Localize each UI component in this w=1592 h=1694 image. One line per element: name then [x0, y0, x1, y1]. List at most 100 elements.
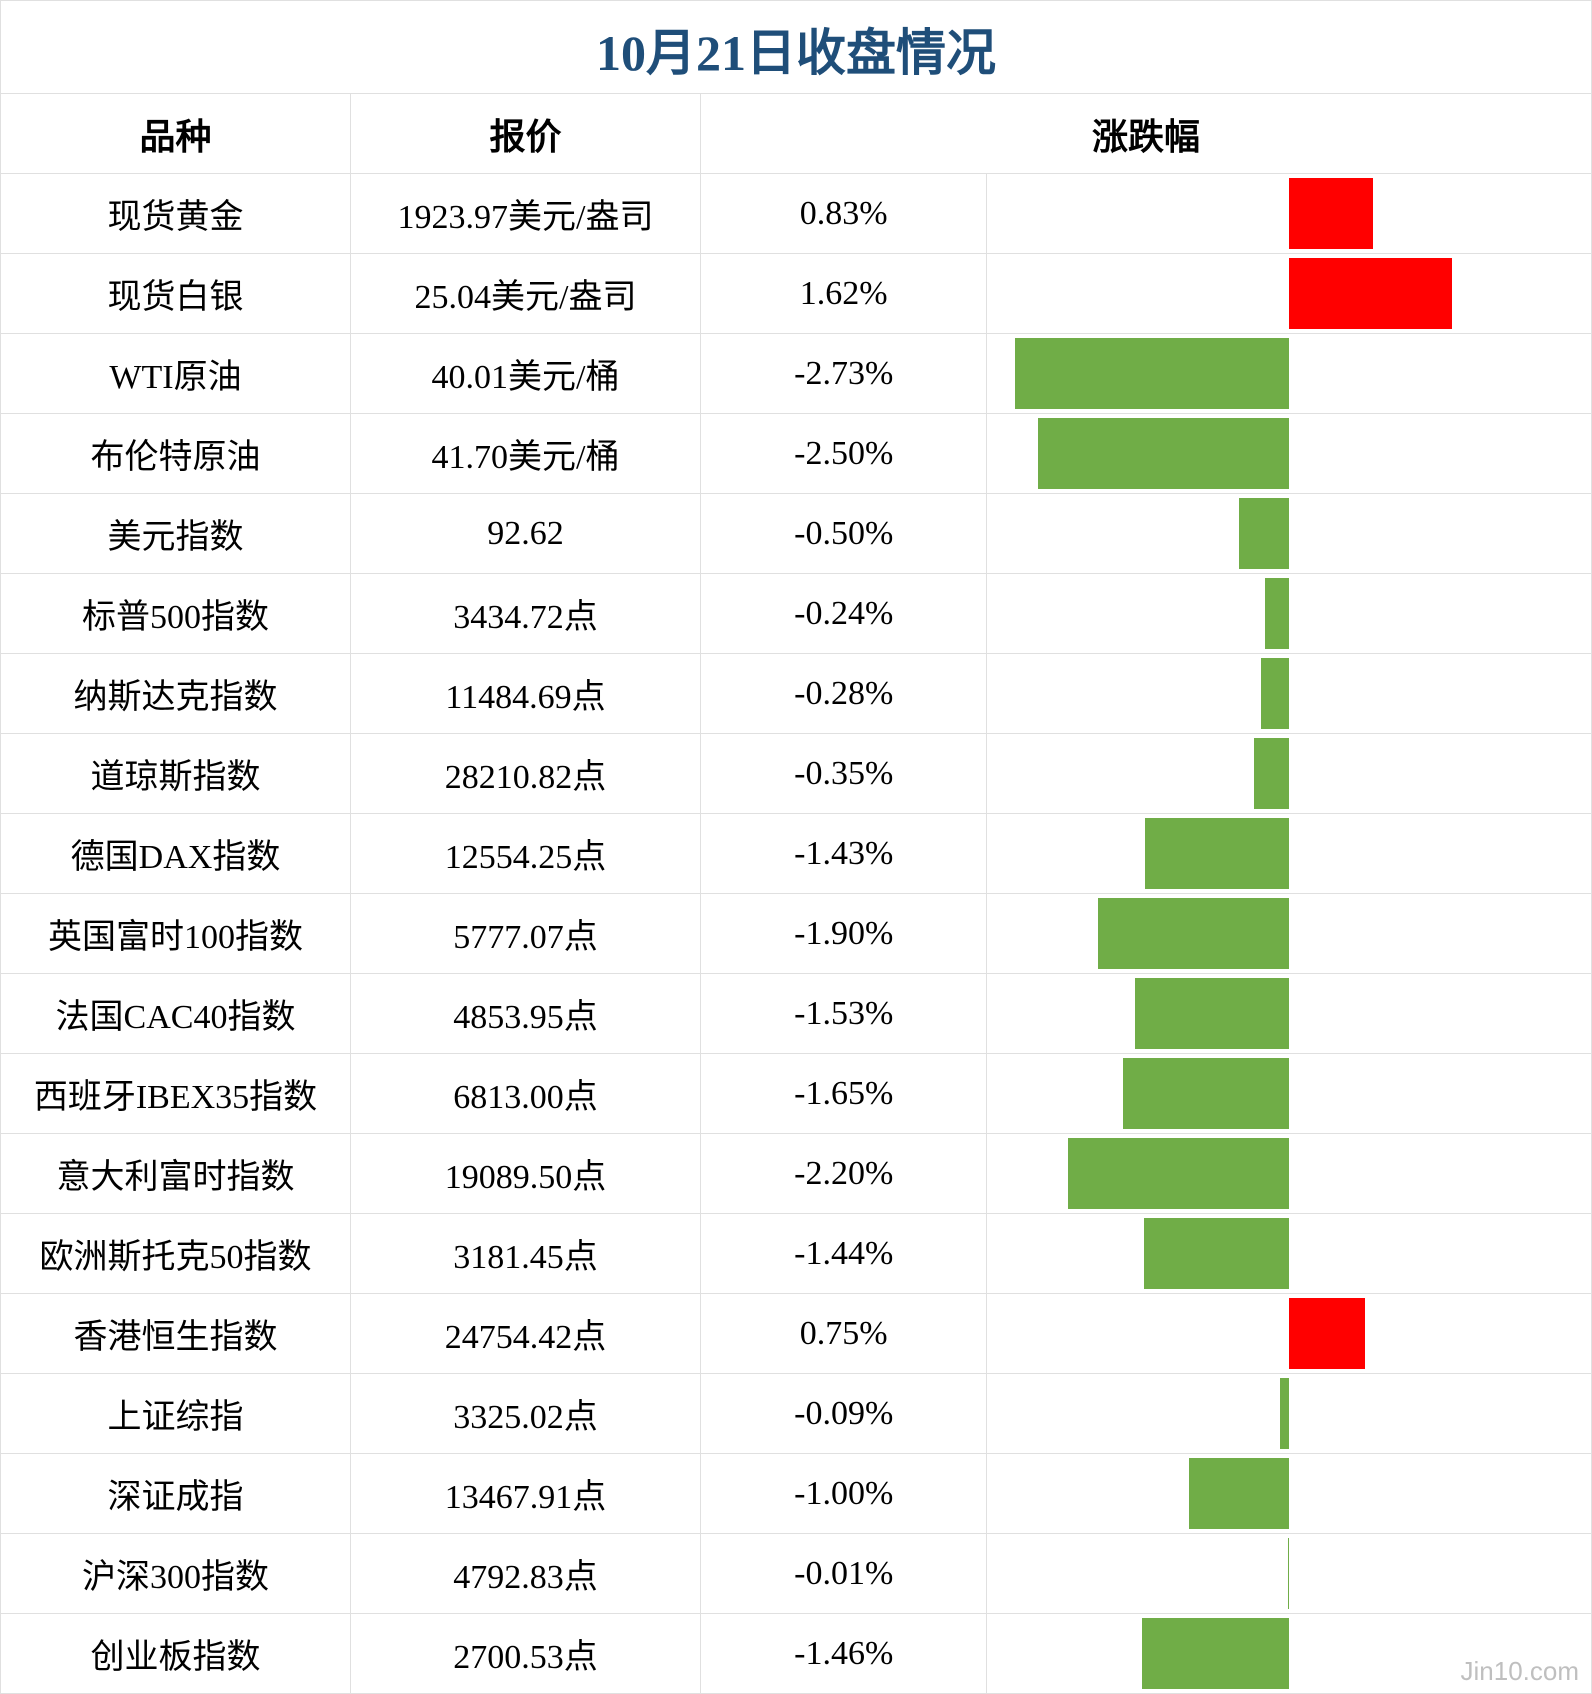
cell-price: 3325.02点 — [351, 1374, 701, 1454]
cell-name: 西班牙IBEX35指数 — [1, 1054, 351, 1134]
cell-price: 3434.72点 — [351, 574, 701, 654]
cell-bar — [987, 174, 1592, 254]
col-header-change: 涨跌幅 — [701, 94, 1592, 174]
table-row: 现货白银25.04美元/盎司1.62% — [1, 254, 1592, 334]
cell-pct: -1.43% — [701, 814, 987, 894]
cell-pct: -2.20% — [701, 1134, 987, 1214]
cell-bar — [987, 1294, 1592, 1374]
cell-price: 1923.97美元/盎司 — [351, 174, 701, 254]
table-row: 深证成指13467.91点-1.00% — [1, 1454, 1592, 1534]
change-bar — [1038, 418, 1289, 489]
table-row: 香港恒生指数24754.42点0.75% — [1, 1294, 1592, 1374]
cell-name: 标普500指数 — [1, 574, 351, 654]
change-bar — [1068, 1138, 1289, 1209]
change-bar — [1265, 578, 1289, 649]
col-header-price: 报价 — [351, 94, 701, 174]
cell-pct: -2.73% — [701, 334, 987, 414]
cell-price: 24754.42点 — [351, 1294, 701, 1374]
cell-name: 意大利富时指数 — [1, 1134, 351, 1214]
table-title: 10月21日收盘情况 — [0, 0, 1592, 93]
table-row: 美元指数92.62-0.50% — [1, 494, 1592, 574]
table-row: 英国富时100指数5777.07点-1.90% — [1, 894, 1592, 974]
col-header-name: 品种 — [1, 94, 351, 174]
cell-price: 41.70美元/桶 — [351, 414, 701, 494]
table-row: 德国DAX指数12554.25点-1.43% — [1, 814, 1592, 894]
cell-pct: -1.46% — [701, 1614, 987, 1694]
cell-name: 现货白银 — [1, 254, 351, 334]
cell-price: 19089.50点 — [351, 1134, 701, 1214]
cell-bar — [987, 494, 1592, 574]
cell-name: 英国富时100指数 — [1, 894, 351, 974]
cell-bar — [987, 254, 1592, 334]
cell-pct: -0.28% — [701, 654, 987, 734]
cell-price: 13467.91点 — [351, 1454, 701, 1534]
cell-pct: -0.35% — [701, 734, 987, 814]
table-row: 意大利富时指数19089.50点-2.20% — [1, 1134, 1592, 1214]
cell-pct: 1.62% — [701, 254, 987, 334]
cell-name: 纳斯达克指数 — [1, 654, 351, 734]
cell-name: 香港恒生指数 — [1, 1294, 351, 1374]
cell-name: 现货黄金 — [1, 174, 351, 254]
cell-price: 12554.25点 — [351, 814, 701, 894]
table-row: 创业板指数2700.53点-1.46%Jin10.com — [1, 1614, 1592, 1694]
table-row: 法国CAC40指数4853.95点-1.53% — [1, 974, 1592, 1054]
cell-price: 40.01美元/桶 — [351, 334, 701, 414]
cell-name: 道琼斯指数 — [1, 734, 351, 814]
cell-price: 25.04美元/盎司 — [351, 254, 701, 334]
cell-bar — [987, 734, 1592, 814]
change-bar — [1015, 338, 1290, 409]
cell-name: 美元指数 — [1, 494, 351, 574]
cell-name: 法国CAC40指数 — [1, 974, 351, 1054]
cell-bar — [987, 1454, 1592, 1534]
cell-name: 欧洲斯托克50指数 — [1, 1214, 351, 1294]
cell-bar — [987, 414, 1592, 494]
cell-price: 2700.53点 — [351, 1614, 701, 1694]
cell-price: 6813.00点 — [351, 1054, 701, 1134]
cell-name: WTI原油 — [1, 334, 351, 414]
change-bar — [1289, 258, 1452, 329]
watermark: Jin10.com — [1461, 1656, 1580, 1687]
change-bar — [1189, 1458, 1290, 1529]
cell-bar — [987, 894, 1592, 974]
table-header-row: 品种 报价 涨跌幅 — [1, 94, 1592, 174]
cell-bar — [987, 1134, 1592, 1214]
cell-bar — [987, 1534, 1592, 1614]
cell-price: 5777.07点 — [351, 894, 701, 974]
cell-name: 沪深300指数 — [1, 1534, 351, 1614]
cell-bar — [987, 1054, 1592, 1134]
change-bar — [1239, 498, 1289, 569]
cell-pct: -2.50% — [701, 414, 987, 494]
cell-pct: 0.83% — [701, 174, 987, 254]
cell-pct: -0.50% — [701, 494, 987, 574]
table-row: 沪深300指数4792.83点-0.01% — [1, 1534, 1592, 1614]
cell-bar — [987, 654, 1592, 734]
change-bar — [1145, 818, 1289, 889]
cell-name: 德国DAX指数 — [1, 814, 351, 894]
change-bar — [1280, 1378, 1289, 1449]
table-row: 西班牙IBEX35指数6813.00点-1.65% — [1, 1054, 1592, 1134]
cell-bar — [987, 974, 1592, 1054]
change-bar — [1289, 178, 1372, 249]
table-row: WTI原油40.01美元/桶-2.73% — [1, 334, 1592, 414]
cell-pct: -1.53% — [701, 974, 987, 1054]
cell-bar — [987, 814, 1592, 894]
cell-name: 布伦特原油 — [1, 414, 351, 494]
cell-pct: -1.00% — [701, 1454, 987, 1534]
change-bar — [1135, 978, 1289, 1049]
table-row: 标普500指数3434.72点-0.24% — [1, 574, 1592, 654]
table-row: 现货黄金1923.97美元/盎司0.83% — [1, 174, 1592, 254]
change-bar — [1123, 1058, 1289, 1129]
cell-bar — [987, 1214, 1592, 1294]
table-row: 布伦特原油41.70美元/桶-2.50% — [1, 414, 1592, 494]
cell-price: 28210.82点 — [351, 734, 701, 814]
cell-bar: Jin10.com — [987, 1614, 1592, 1694]
change-bar — [1261, 658, 1289, 729]
cell-name: 深证成指 — [1, 1454, 351, 1534]
cell-pct: -1.65% — [701, 1054, 987, 1134]
cell-pct: -0.24% — [701, 574, 987, 654]
change-bar — [1289, 1298, 1364, 1369]
cell-price: 92.62 — [351, 494, 701, 574]
cell-price: 4853.95点 — [351, 974, 701, 1054]
table-row: 纳斯达克指数11484.69点-0.28% — [1, 654, 1592, 734]
cell-price: 4792.83点 — [351, 1534, 701, 1614]
